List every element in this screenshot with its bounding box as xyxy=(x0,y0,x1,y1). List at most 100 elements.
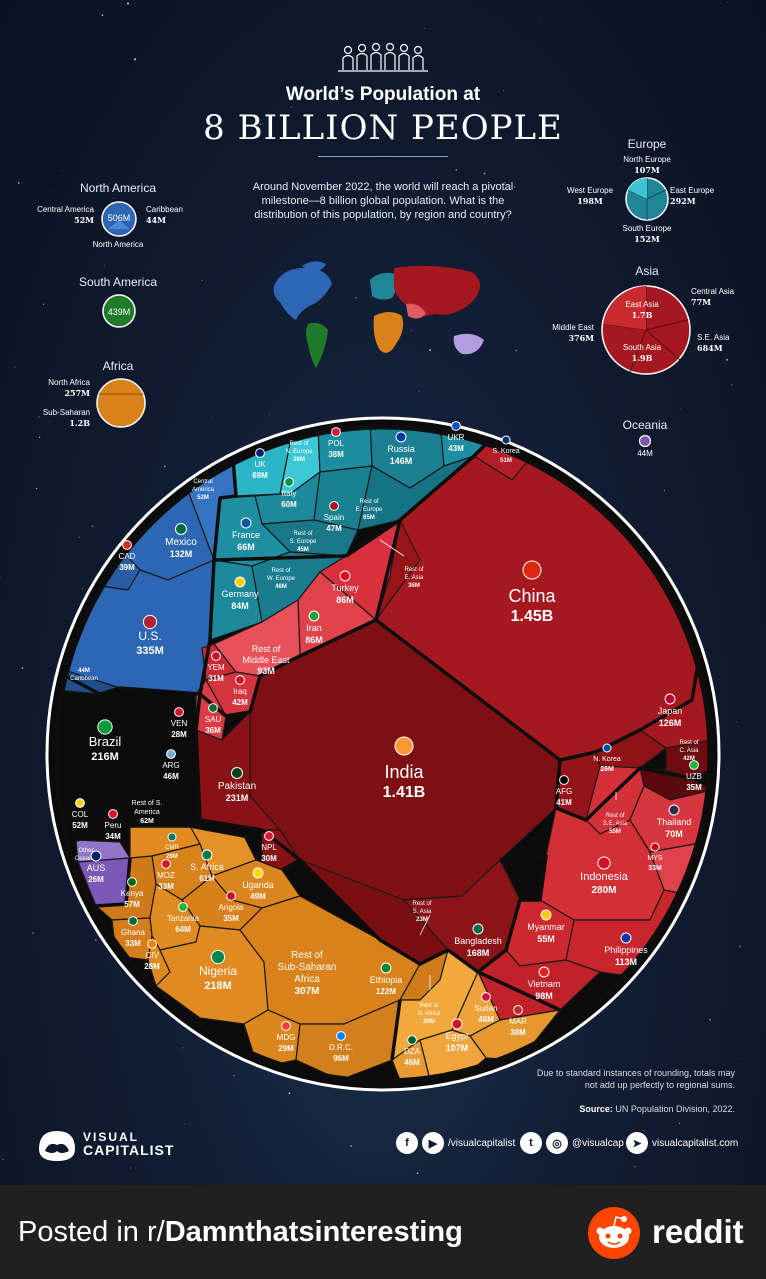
flag-ukr-icon xyxy=(451,421,461,431)
star xyxy=(78,536,80,539)
flag-d-r-c-icon xyxy=(336,1031,346,1041)
label-japan-name: Japan xyxy=(658,706,683,716)
star xyxy=(53,191,55,192)
posted-in-text[interactable]: Posted in r/Damnthatsinteresting xyxy=(18,1216,463,1248)
label-spain-value: 47M xyxy=(326,524,342,533)
label-bangladesh-value: 168M xyxy=(467,948,490,958)
instagram-icon[interactable]: ◎ xyxy=(546,1132,568,1154)
flag-angola-icon xyxy=(226,891,236,901)
label-rest-of-sub-saharan-africa-line-1: Sub-Saharan xyxy=(278,962,337,973)
star xyxy=(709,1018,711,1021)
label-iraq-value: 42M xyxy=(232,698,248,707)
star xyxy=(614,488,616,489)
star xyxy=(129,1167,132,1169)
flag-india-icon xyxy=(394,736,414,756)
flag-bangladesh-icon xyxy=(472,923,484,935)
social-handle-1[interactable]: /visualcapitalist xyxy=(448,1137,516,1149)
north-europe-label: North Europe 107M xyxy=(623,155,671,175)
label-ven-value: 28M xyxy=(171,730,187,739)
label-mdg-name: MDG xyxy=(277,1033,296,1042)
star xyxy=(182,1047,184,1049)
flag-china-icon xyxy=(522,560,542,580)
star xyxy=(269,414,270,416)
central-america-label: Central America 52M xyxy=(37,205,94,225)
star xyxy=(353,184,356,187)
star xyxy=(455,169,458,171)
label-ghana-value: 33M xyxy=(125,939,141,948)
oceania-total: 44M xyxy=(637,449,653,458)
star xyxy=(62,170,63,171)
star xyxy=(678,1122,680,1124)
label-peru-name: Peru xyxy=(105,821,122,830)
social-website[interactable]: ➤ visualcapitalist.com xyxy=(626,1130,738,1156)
star xyxy=(355,296,357,299)
label-sau-value: 36M xyxy=(205,726,221,735)
youtube-icon[interactable]: ▶ xyxy=(422,1132,444,1154)
label-rest-of-e-europe-line-2: 65M xyxy=(363,515,375,521)
star xyxy=(17,182,20,184)
social-handle-2[interactable]: @visualcap xyxy=(572,1137,624,1149)
oceania-bubble xyxy=(638,434,652,448)
region-border xyxy=(95,857,132,908)
label-philippines-value: 113M xyxy=(615,957,637,967)
star xyxy=(48,421,50,422)
label-pakistan-value: 231M xyxy=(226,793,249,803)
label-rest-of-sub-saharan-africa-line-3: 307M xyxy=(294,986,319,997)
social-facebook-youtube[interactable]: f ▶ /visualcapitalist xyxy=(396,1130,515,1156)
label-s-korea-value: 51M xyxy=(500,458,512,464)
label-moz-name: MOZ xyxy=(157,871,175,880)
flag-france-icon xyxy=(240,517,252,529)
label-france-name: France xyxy=(232,530,260,540)
label-ukr-name: UKR xyxy=(448,433,465,442)
website-link[interactable]: visualcapitalist.com xyxy=(652,1137,739,1149)
star xyxy=(38,436,41,438)
reddit-wordmark[interactable]: reddit xyxy=(652,1213,744,1250)
title-divider xyxy=(318,156,448,157)
label-uzb-value: 35M xyxy=(686,783,702,792)
star xyxy=(183,1123,185,1125)
label-ethiopia-name: Ethiopia xyxy=(370,975,403,985)
east-europe-label: East Europe 292M xyxy=(670,186,715,206)
star xyxy=(404,1117,405,1118)
label-china-value: 1.45B xyxy=(511,608,554,625)
facebook-icon[interactable]: f xyxy=(396,1132,418,1154)
label-rest-of-sub-saharan-africa-line-0: Rest of xyxy=(291,950,323,961)
star xyxy=(503,181,506,184)
flag-tanzania-icon xyxy=(178,902,188,912)
label-ethiopia-value: 122M xyxy=(376,987,396,996)
flag-turkey-icon xyxy=(339,570,351,582)
flag-iran-icon xyxy=(308,610,320,622)
label-caribbean-line-1: Caribbean xyxy=(70,676,98,682)
flag-uganda-icon xyxy=(252,867,264,879)
label-brazil-name: Brazil xyxy=(89,734,122,749)
label-germany-value: 84M xyxy=(231,601,249,611)
label-yem-value: 31M xyxy=(208,674,224,683)
label-rest-of-s-europe-line-0: Rest of xyxy=(293,531,312,537)
label-rest-of-middle-east-line-1: Middle East xyxy=(242,655,290,665)
label-npl-value: 30M xyxy=(261,854,277,863)
callout-leader-line xyxy=(419,914,431,936)
chart-inner-rim xyxy=(53,424,713,1084)
twitter-icon[interactable]: t xyxy=(520,1132,542,1154)
flag-egypt-icon xyxy=(451,1018,463,1030)
flag-u-s-icon xyxy=(142,614,158,630)
cursor-icon[interactable]: ➤ xyxy=(626,1132,648,1154)
label-dza-name: DZA xyxy=(404,1047,421,1056)
label-rest-of-e-asia-line-0: Rest of xyxy=(404,567,423,573)
social-twitter-instagram[interactable]: t ◎ @visualcap xyxy=(520,1130,624,1156)
reddit-logo-icon[interactable] xyxy=(588,1207,640,1259)
label-u-s-name: U.S. xyxy=(138,629,161,643)
star xyxy=(94,938,97,942)
star xyxy=(128,44,130,45)
label-vietnam-name: Vietnam xyxy=(528,979,561,989)
star xyxy=(259,123,262,126)
star xyxy=(514,186,516,188)
star xyxy=(377,61,379,63)
star xyxy=(81,587,83,589)
label-arg-value: 46M xyxy=(163,772,179,781)
label-indonesia-name: Indonesia xyxy=(580,871,629,883)
label-nigeria-name: Nigeria xyxy=(199,964,237,978)
flag-civ-icon xyxy=(147,939,157,949)
flag-russia-icon xyxy=(395,431,407,443)
